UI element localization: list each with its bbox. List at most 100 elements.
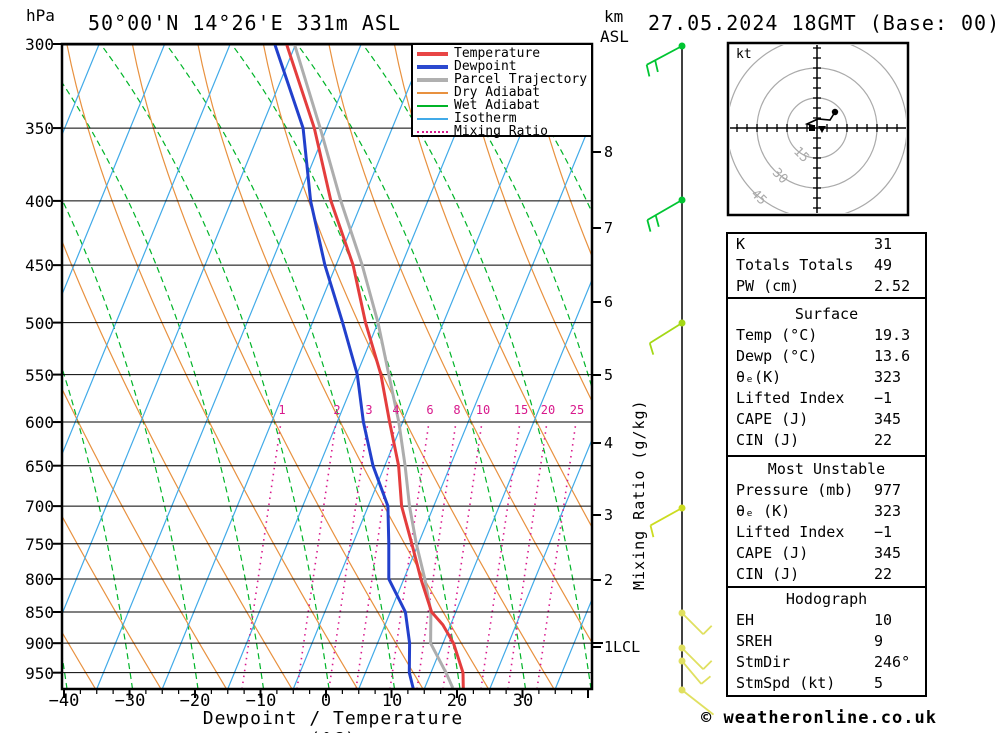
pressure-tick-label: 900 — [25, 634, 54, 653]
table-row-value: 22 — [874, 564, 893, 583]
table-row: PW (cm) 2.52 — [728, 276, 925, 297]
table-row-label: K — [736, 235, 746, 253]
table-row-label: CAPE (J) — [736, 409, 809, 428]
table-row-value: 22 — [874, 430, 893, 449]
isotherm-line — [63, 45, 165, 294]
table-row-label: θₑ(K) — [736, 367, 782, 386]
table-header: Hodograph — [785, 590, 868, 608]
asl-unit-label: ASL — [600, 27, 629, 46]
mixing-ratio-axis-title: Mixing Ratio (g/kg) — [630, 399, 648, 590]
km-tick-label: 7 — [604, 219, 614, 237]
table-row: EH 10 — [728, 610, 925, 631]
pressure-tick-label: 450 — [25, 256, 54, 275]
legend-line-sample — [417, 117, 448, 120]
mixing-ratio-value-label: 10 — [475, 403, 491, 417]
mixing-ratio-value-label: 4 — [392, 403, 400, 417]
temperature-tick-label: −40 — [48, 691, 80, 711]
pressure-tick-label: 600 — [25, 413, 54, 432]
mixing-ratio-line — [480, 421, 521, 688]
wind-barb — [678, 657, 712, 685]
wind-barb — [678, 686, 715, 716]
mixing-ratio-value-label: 15 — [513, 403, 529, 417]
hodograph-unit-label: kt — [736, 47, 752, 62]
dewpoint-curve — [273, 45, 415, 688]
km-tick-label: 5 — [604, 366, 614, 384]
legend-line-sample — [417, 51, 448, 56]
isotherm-line — [96, 45, 362, 688]
wind-barb — [678, 644, 713, 670]
station-title: 50°00'N 14°26'E 331m ASL — [88, 11, 401, 35]
table-row-label: Dewp (°C) — [736, 346, 818, 365]
table-row: Temp (°C) 19.3 — [728, 325, 925, 346]
legend-line-sample — [417, 130, 448, 133]
legend-line-sample — [417, 64, 448, 69]
table-row-label: CIN (J) — [736, 564, 800, 583]
isotherm-line — [358, 120, 591, 688]
wet-adiabat-line — [165, 45, 395, 688]
table-row-label: SREH — [736, 632, 773, 650]
table-row-label: CAPE (J) — [736, 543, 809, 562]
table-row-value: 2.52 — [874, 277, 911, 295]
wet-adiabat-line — [231, 45, 461, 688]
hodograph-square-marker — [809, 125, 815, 131]
dry-adiabat-line — [63, 516, 162, 688]
km-tick-label: 6 — [604, 293, 614, 311]
pressure-tick-label: 400 — [25, 192, 54, 211]
km-unit-label: km — [604, 7, 624, 26]
temperature-tick-label: −20 — [179, 691, 211, 711]
legend-item: Temperature — [417, 46, 591, 61]
table-row-value: −1 — [874, 388, 893, 407]
table-surface: Surface Temp (°C) 19.3 Dewp (°C) 13.6 θₑ(K) 32… — [726, 297, 927, 457]
mixing-ratio-value-label: 3 — [365, 403, 373, 417]
wet-adiabat-line — [362, 45, 591, 688]
legend-item: Parcel Trajectory — [417, 72, 591, 87]
mixing-ratio-line — [241, 421, 282, 688]
pressure-tick-label: 550 — [25, 366, 54, 385]
mixing-ratio-value-label: 25 — [569, 403, 585, 417]
legend-label: Wet Adiabat — [454, 98, 541, 113]
table-row-value: 9 — [874, 632, 884, 650]
temperature-axis-title: Dewpoint / Temperature (°C) — [202, 708, 464, 733]
table-row: StmSpd (kt) 5 — [728, 673, 925, 694]
mixing-ratio-line — [536, 421, 577, 688]
copyright: © weatheronline.co.uk — [701, 708, 937, 728]
table-row-label: PW (cm) — [736, 277, 800, 295]
table-row: CIN (J) 22 — [728, 564, 925, 585]
temperature-tick-label: 0 — [320, 691, 332, 711]
wet-adiabat-line — [296, 45, 526, 688]
table-row-label: Totals Totals — [736, 256, 854, 274]
mixing-ratio-value-label: 8 — [453, 403, 461, 417]
legend-line-sample — [417, 104, 448, 107]
legend-line-sample — [417, 91, 448, 94]
table-row: K 31 — [728, 234, 925, 255]
wet-adiabat-line — [100, 45, 330, 688]
wet-adiabat-line — [0, 42, 2, 689]
table-row-value: 13.6 — [874, 346, 911, 365]
wet-adiabat-line — [63, 200, 199, 688]
table-row-value: 323 — [874, 501, 902, 520]
isotherm-line — [424, 280, 591, 688]
legend-item: Wet Adiabat — [417, 98, 591, 113]
isotherm-line — [63, 45, 231, 454]
isotherm-line — [162, 45, 427, 688]
table-row-label: EH — [736, 611, 755, 629]
table-row: StmDir 246° — [728, 652, 925, 673]
legend-label: Parcel Trajectory — [454, 72, 588, 87]
mixing-ratio-value-label: 2 — [333, 403, 341, 417]
wind-barb-column — [645, 42, 715, 716]
pressure-tick-label: 500 — [25, 314, 54, 333]
table-row: Dewp (°C) 13.6 — [728, 346, 925, 367]
legend-label: Temperature — [454, 46, 541, 61]
table-row: θₑ(K) 323 — [728, 367, 925, 388]
isotherm-line — [293, 45, 558, 688]
temperature-curve — [285, 45, 465, 688]
table-row-value: −1 — [874, 522, 893, 541]
pressure-tick-label: 650 — [25, 457, 54, 476]
pressure-tick-label: 750 — [25, 535, 54, 554]
legend-label: Isotherm — [454, 111, 517, 126]
table-row: Totals Totals 49 — [728, 255, 925, 276]
hodograph-trace — [804, 111, 836, 127]
table-row: Lifted Index −1 — [728, 388, 925, 409]
km-tick-label: 1LCL — [604, 638, 641, 656]
table-row: CAPE (J) 345 — [728, 409, 925, 430]
